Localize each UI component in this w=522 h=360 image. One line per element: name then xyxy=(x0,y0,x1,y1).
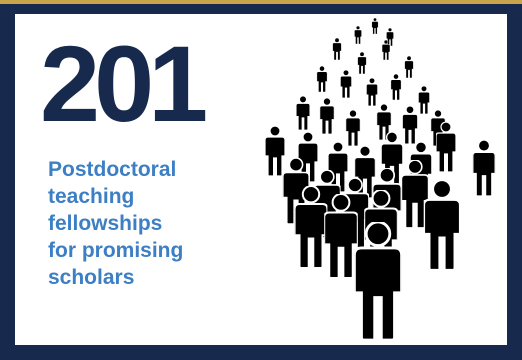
person-figure xyxy=(390,74,402,100)
person-figure xyxy=(345,110,361,146)
caption-line: for promising xyxy=(48,239,184,262)
person-figure xyxy=(404,56,414,78)
person-figure xyxy=(319,98,335,134)
person-figure xyxy=(366,78,378,106)
caption-line: scholars xyxy=(48,266,135,289)
person-figure xyxy=(332,38,342,60)
person-figure xyxy=(402,106,418,144)
person-figure xyxy=(340,70,352,98)
top-accent-strip xyxy=(0,0,522,4)
caption-line: fellowships xyxy=(48,212,163,235)
caption-line: Postdoctoral xyxy=(48,158,177,181)
headline-number: 201 xyxy=(40,23,208,144)
person-figure xyxy=(371,18,379,34)
crowd-of-people-icon xyxy=(265,18,496,340)
person-figure xyxy=(424,180,460,270)
person-figure xyxy=(357,52,367,74)
person-figure xyxy=(265,126,285,176)
person-figure xyxy=(296,96,310,130)
caption-line: teaching xyxy=(48,185,135,208)
person-figure xyxy=(354,26,362,44)
person-figure xyxy=(316,66,328,92)
headline-caption: Postdoctoral teaching fellowships for pr… xyxy=(48,156,238,291)
person-figure xyxy=(472,140,496,196)
person-figure xyxy=(418,86,430,114)
